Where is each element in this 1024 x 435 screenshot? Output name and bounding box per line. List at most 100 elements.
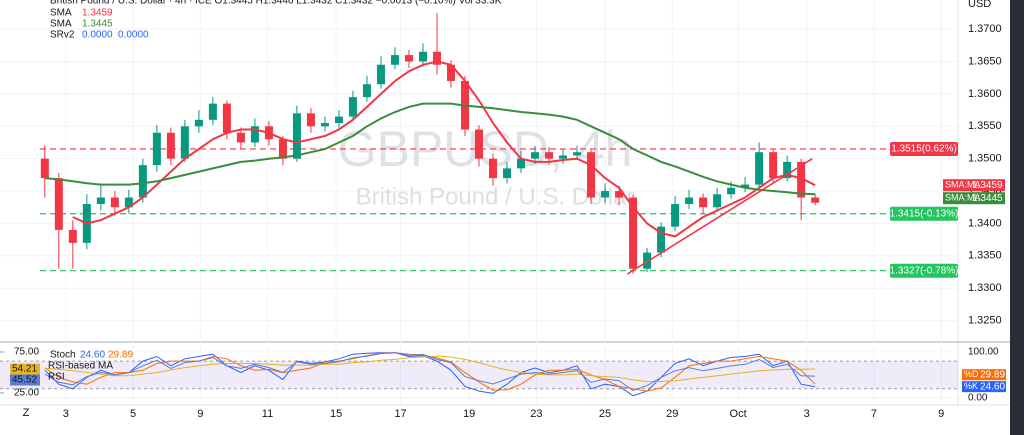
x-tick-label: 25: [599, 408, 611, 420]
candle-body: [320, 123, 329, 127]
candle-body: [54, 178, 63, 230]
x-tick-label: 29: [666, 408, 678, 420]
level-label-box: [890, 141, 958, 156]
level-label-box: [890, 263, 958, 278]
candle-body: [124, 197, 133, 208]
candle-body: [348, 97, 357, 117]
candle-body: [306, 113, 315, 127]
candle-body: [446, 64, 455, 81]
candle-body: [601, 191, 610, 198]
candle-body: [517, 158, 526, 169]
candle-body: [334, 116, 343, 124]
x-tick-label: 5: [130, 408, 136, 420]
legend-name: RSI: [48, 372, 65, 383]
x-tick-label: 9: [938, 408, 944, 420]
candle-body: [180, 126, 189, 159]
x-tick-label: 11: [262, 408, 273, 420]
candle-body: [811, 197, 820, 203]
legend-title: Stoch: [50, 350, 76, 361]
price-tag-box: [943, 192, 1005, 205]
legend-name: RSI-based MA: [48, 361, 113, 372]
candle-body: [40, 158, 49, 179]
candle-body: [615, 191, 624, 198]
right-value-tag-name: %D: [964, 369, 979, 379]
candle-body: [587, 152, 596, 198]
candle-body: [68, 229, 77, 243]
candle-body: [250, 126, 259, 143]
y-tick-label: 1.3600: [968, 88, 1002, 100]
timezone-icon[interactable]: Z: [23, 407, 30, 419]
y-tick-label: 1.3650: [968, 55, 1002, 67]
candle-body: [418, 51, 427, 62]
legend-name: SRv2: [50, 30, 75, 41]
y-tick-label: 1.3250: [968, 314, 1002, 326]
x-tick-label: 15: [330, 408, 342, 420]
candle-body: [643, 252, 652, 269]
candle-body: [699, 197, 708, 208]
oscillator-line: [44, 352, 816, 397]
candle-body: [755, 152, 764, 185]
left-value-tag: 54.21: [12, 364, 37, 375]
candle-body: [208, 103, 217, 120]
candle-body: [713, 194, 722, 208]
price-tag-name: SMA:MA: [945, 193, 981, 203]
left-value-tag-box: [10, 363, 40, 375]
right-value-tag-box: [962, 381, 1006, 393]
candle-body: [657, 226, 666, 253]
price-tag-value: 1.3459: [972, 180, 1003, 191]
legend-value: 24.60: [80, 350, 105, 361]
y-tick-label: 0.00: [968, 393, 988, 404]
legend-value: 1.3445: [82, 19, 113, 30]
y2-tick-label: 75.00: [14, 347, 39, 358]
level-label-box: [890, 206, 958, 221]
x-tick-label: 7: [871, 408, 877, 420]
x-tick-label: 17: [394, 408, 406, 420]
legend-value: 1.3459: [82, 8, 113, 19]
candle-body: [362, 84, 371, 98]
x-tick-label: 3: [63, 408, 69, 420]
candle-body: [531, 152, 540, 159]
sma-line: [44, 102, 816, 196]
candle-body: [475, 129, 483, 159]
candle-body: [404, 55, 413, 62]
right-value-tag: 24.60: [980, 381, 1005, 392]
candle-body: [292, 113, 301, 159]
currency-label: USD: [968, 0, 991, 10]
y-tick-label: 1.3350: [968, 250, 1002, 262]
candle-body: [769, 152, 778, 179]
candle-body: [138, 165, 147, 198]
stoch-band: [0, 361, 958, 389]
left-value-tag-box: [10, 374, 40, 386]
x-tick-label: 3: [804, 408, 810, 420]
y-tick-label: 1.3300: [968, 282, 1002, 294]
oscillator-line: [44, 352, 816, 392]
candle-body: [685, 197, 694, 204]
level-label: 1.3415(-0.13%): [890, 208, 959, 219]
candle-body: [432, 51, 441, 65]
candle-body: [166, 132, 175, 159]
right-value-tag-name: %K: [964, 381, 978, 391]
y-tick-label: 1.3700: [968, 23, 1002, 35]
candle-body: [110, 197, 119, 208]
candle-body: [222, 103, 231, 133]
legend-value: 29.89: [108, 350, 133, 361]
candle-body: [797, 161, 806, 198]
left-value-tag: 45.52: [12, 375, 37, 386]
level-label: 1.3327(-0.78%): [890, 265, 959, 276]
legend-name: SMA: [50, 19, 72, 30]
y-tick-label: 1.3400: [968, 217, 1002, 229]
candle-body: [278, 139, 287, 159]
candle-body: [152, 132, 161, 166]
y-tick-label: 1.3550: [968, 120, 1002, 132]
candle-body: [727, 187, 736, 195]
sma-line: [72, 60, 816, 238]
candle-body: [741, 184, 750, 188]
header: British Pound / U.S. Dollar · 4h · ICE O…: [50, 0, 502, 7]
candle-body: [376, 64, 385, 85]
level-label: 1.3515(0.62%): [891, 144, 957, 155]
candle-body: [236, 132, 245, 143]
y2-tick-label: 25.00: [14, 388, 39, 399]
price-tag-box: [943, 179, 1005, 192]
candle-body: [783, 161, 792, 179]
